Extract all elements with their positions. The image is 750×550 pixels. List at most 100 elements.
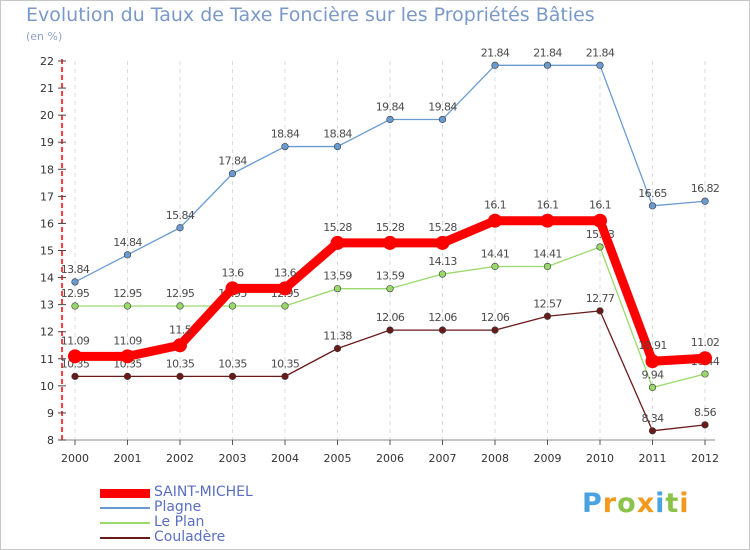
data-point-saint-michel	[540, 213, 555, 228]
legend-label-couladere: Couladère	[154, 529, 226, 545]
legend-label-plagne: Plagne	[154, 499, 202, 515]
y-tick-label: 10	[40, 380, 54, 393]
data-point-plagne	[491, 61, 499, 69]
logo-letter: r	[602, 488, 618, 519]
data-point-plagne	[648, 202, 657, 210]
data-label-le-plan: 12.95	[166, 287, 195, 300]
y-tick-label: 18	[40, 163, 54, 176]
data-label-coulad-re: 12.06	[376, 311, 405, 324]
data-label-saint-michel: 11.5	[169, 323, 192, 336]
data-label-plagne: 16.82	[691, 182, 720, 195]
data-point-coulad-re	[491, 326, 499, 334]
data-point-plagne	[543, 61, 552, 69]
data-label-plagne: 19.84	[428, 100, 457, 113]
data-point-le-plan	[701, 370, 709, 378]
data-point-saint-michel	[698, 351, 712, 366]
data-point-plagne	[123, 251, 132, 259]
data-label-coulad-re: 12.57	[533, 297, 562, 310]
data-label-le-plan: 13.59	[376, 270, 405, 283]
legend-label-le-plan: Le Plan	[154, 514, 205, 530]
logo-letter: i	[655, 488, 666, 519]
data-label-le-plan: 9.94	[641, 368, 664, 381]
x-tick-label: 2012	[691, 452, 719, 465]
x-tick-label: 2009	[534, 452, 562, 465]
legend-item-saint-michel: SAINT-MICHEL	[100, 484, 360, 502]
data-label-saint-michel: 11.02	[691, 336, 720, 349]
y-tick-label: 9	[47, 407, 54, 420]
legend-swatch-plagne	[100, 507, 150, 509]
data-label-plagne: 13.84	[61, 263, 90, 276]
data-label-plagne: 21.84	[533, 46, 562, 59]
x-tick-label: 2006	[376, 452, 404, 465]
data-label-saint-michel: 13.6	[274, 266, 297, 279]
y-tick-label: 21	[40, 82, 54, 95]
legend-item-plagne: Plagne	[100, 499, 360, 517]
data-point-coulad-re	[648, 427, 657, 435]
y-tick-label: 16	[40, 217, 54, 230]
data-label-coulad-re: 12.77	[586, 292, 615, 305]
y-tick-label: 22	[40, 55, 54, 68]
data-point-saint-michel	[120, 349, 135, 364]
logo-letter: x	[636, 488, 656, 519]
data-point-plagne	[176, 224, 184, 232]
x-tick-label: 2010	[586, 452, 614, 465]
logo-letter: t	[665, 488, 680, 519]
data-label-plagne: 21.84	[481, 46, 510, 59]
data-label-saint-michel: 11.09	[113, 334, 142, 347]
data-label-plagne: 17.84	[218, 155, 247, 168]
y-tick-label: 12	[40, 326, 54, 339]
data-label-coulad-re: 11.38	[323, 329, 352, 342]
data-point-coulad-re	[228, 372, 237, 380]
y-tick-label: 20	[40, 109, 54, 122]
data-point-coulad-re	[386, 326, 394, 334]
chart-title: Evolution du Taux de Taxe Foncière sur l…	[26, 4, 595, 26]
legend-label-saint-michel: SAINT-MICHEL	[154, 484, 253, 500]
data-point-saint-michel	[435, 235, 450, 250]
data-point-le-plan	[648, 383, 657, 392]
data-label-coulad-re: 10.35	[218, 357, 247, 370]
data-label-coulad-re: 8.56	[694, 406, 717, 419]
data-point-saint-michel	[68, 349, 82, 364]
data-point-coulad-re	[123, 372, 132, 380]
data-point-le-plan	[123, 302, 132, 310]
data-label-saint-michel: 10.91	[638, 339, 667, 352]
y-tick-label: 14	[40, 272, 54, 285]
y-tick-label: 19	[40, 136, 54, 149]
legend-item-couladere: Couladère	[100, 529, 360, 547]
data-label-saint-michel: 15.28	[376, 221, 405, 234]
x-tick-label: 2011	[639, 452, 667, 465]
logo-letter: o	[617, 488, 637, 519]
data-label-le-plan: 14.13	[428, 255, 457, 268]
data-point-saint-michel	[488, 213, 502, 228]
data-point-coulad-re	[701, 421, 709, 429]
data-point-saint-michel	[383, 235, 397, 250]
data-point-saint-michel	[278, 281, 292, 296]
data-point-plagne	[701, 197, 709, 205]
data-point-le-plan	[438, 270, 447, 278]
data-point-le-plan	[228, 302, 237, 310]
legend-swatch-couladere	[100, 537, 150, 539]
data-label-le-plan: 14.41	[533, 247, 562, 260]
data-label-le-plan: 12.95	[61, 287, 90, 300]
data-label-saint-michel: 11.09	[61, 334, 90, 347]
data-point-plagne	[71, 278, 79, 286]
data-label-le-plan: 12.95	[113, 287, 142, 300]
data-point-coulad-re	[543, 312, 552, 320]
data-point-plagne	[281, 142, 289, 151]
data-label-saint-michel: 16.1	[536, 199, 558, 212]
data-label-plagne: 18.84	[323, 128, 352, 141]
data-point-coulad-re	[281, 372, 289, 380]
x-tick-label: 2005	[324, 452, 352, 465]
data-point-le-plan	[596, 243, 604, 251]
data-label-le-plan: 13.59	[323, 270, 352, 283]
data-point-le-plan	[281, 302, 289, 310]
data-point-le-plan	[386, 285, 394, 293]
data-point-le-plan	[491, 262, 499, 271]
legend-swatch-saint-michel	[100, 489, 150, 498]
data-point-plagne	[228, 170, 237, 178]
legend-item-le-plan: Le Plan	[100, 514, 360, 532]
y-tick-label: 15	[40, 245, 54, 258]
data-point-le-plan	[176, 302, 184, 310]
data-label-plagne: 14.84	[113, 236, 142, 249]
